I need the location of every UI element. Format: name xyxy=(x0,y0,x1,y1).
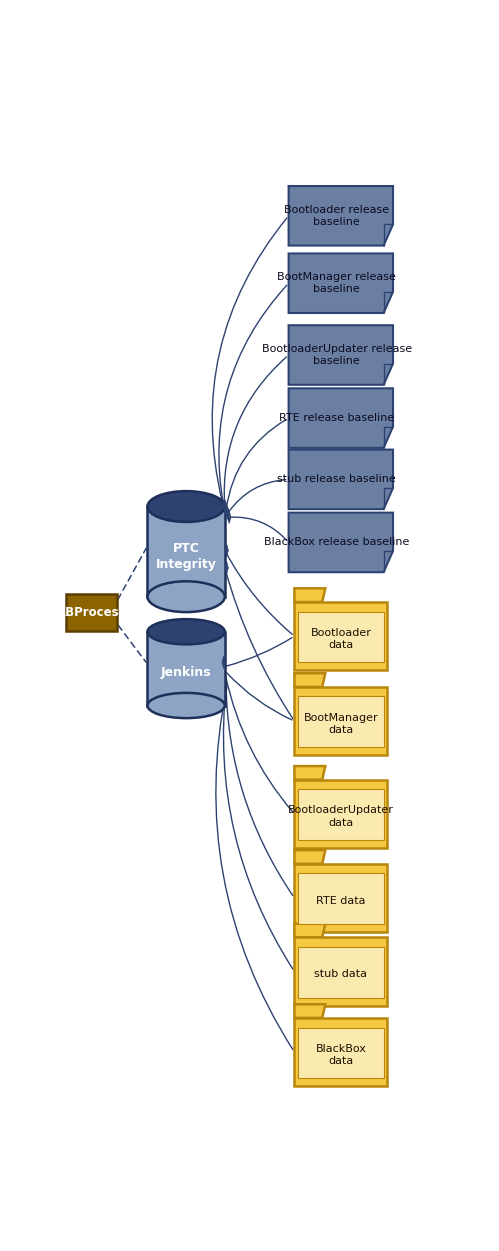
Text: RTE release baseline: RTE release baseline xyxy=(279,413,394,423)
Text: BlackBox release baseline: BlackBox release baseline xyxy=(264,538,409,548)
Polygon shape xyxy=(223,498,226,510)
Polygon shape xyxy=(228,512,231,523)
Polygon shape xyxy=(288,325,393,385)
Polygon shape xyxy=(288,513,393,572)
Text: BootloaderUpdater
data: BootloaderUpdater data xyxy=(288,806,394,828)
Text: Jenkins: Jenkins xyxy=(161,666,212,679)
Text: RBProcess: RBProcess xyxy=(56,605,126,619)
Text: Bootloader
data: Bootloader data xyxy=(310,628,371,651)
Polygon shape xyxy=(298,1027,384,1078)
Polygon shape xyxy=(227,509,230,520)
Polygon shape xyxy=(222,657,225,668)
Polygon shape xyxy=(148,507,225,597)
Polygon shape xyxy=(226,505,229,518)
Polygon shape xyxy=(294,588,325,602)
Polygon shape xyxy=(294,779,387,848)
Text: BlackBox
data: BlackBox data xyxy=(315,1043,366,1066)
Polygon shape xyxy=(298,947,384,998)
Polygon shape xyxy=(288,254,393,313)
Polygon shape xyxy=(294,863,387,932)
Text: RTE data: RTE data xyxy=(316,896,366,906)
Text: Bootloader release
baseline: Bootloader release baseline xyxy=(284,205,389,226)
Polygon shape xyxy=(294,1018,387,1086)
FancyBboxPatch shape xyxy=(66,594,116,631)
Polygon shape xyxy=(294,923,325,937)
Polygon shape xyxy=(298,873,384,924)
Polygon shape xyxy=(148,632,225,706)
Ellipse shape xyxy=(148,693,225,718)
Polygon shape xyxy=(288,449,393,509)
Ellipse shape xyxy=(148,492,225,522)
Text: BootManager
data: BootManager data xyxy=(303,713,378,736)
Polygon shape xyxy=(288,388,393,448)
Polygon shape xyxy=(294,673,325,687)
Polygon shape xyxy=(294,937,387,1006)
Text: PTC
Integrity: PTC Integrity xyxy=(156,542,217,570)
Polygon shape xyxy=(224,500,227,513)
Polygon shape xyxy=(298,612,384,662)
Ellipse shape xyxy=(148,582,225,612)
Polygon shape xyxy=(294,1005,325,1018)
Text: BootManager release
baseline: BootManager release baseline xyxy=(277,271,396,294)
Text: stub release baseline: stub release baseline xyxy=(277,474,396,484)
Polygon shape xyxy=(225,503,228,515)
Text: BootloaderUpdater release
baseline: BootloaderUpdater release baseline xyxy=(261,344,412,367)
Ellipse shape xyxy=(148,619,225,644)
Polygon shape xyxy=(298,789,384,841)
Polygon shape xyxy=(294,766,325,779)
Text: stub data: stub data xyxy=(314,970,367,980)
Polygon shape xyxy=(298,697,384,747)
Polygon shape xyxy=(294,687,387,756)
Polygon shape xyxy=(288,186,393,245)
Polygon shape xyxy=(225,544,229,557)
Polygon shape xyxy=(294,851,325,863)
Polygon shape xyxy=(294,602,387,671)
Polygon shape xyxy=(225,562,229,574)
